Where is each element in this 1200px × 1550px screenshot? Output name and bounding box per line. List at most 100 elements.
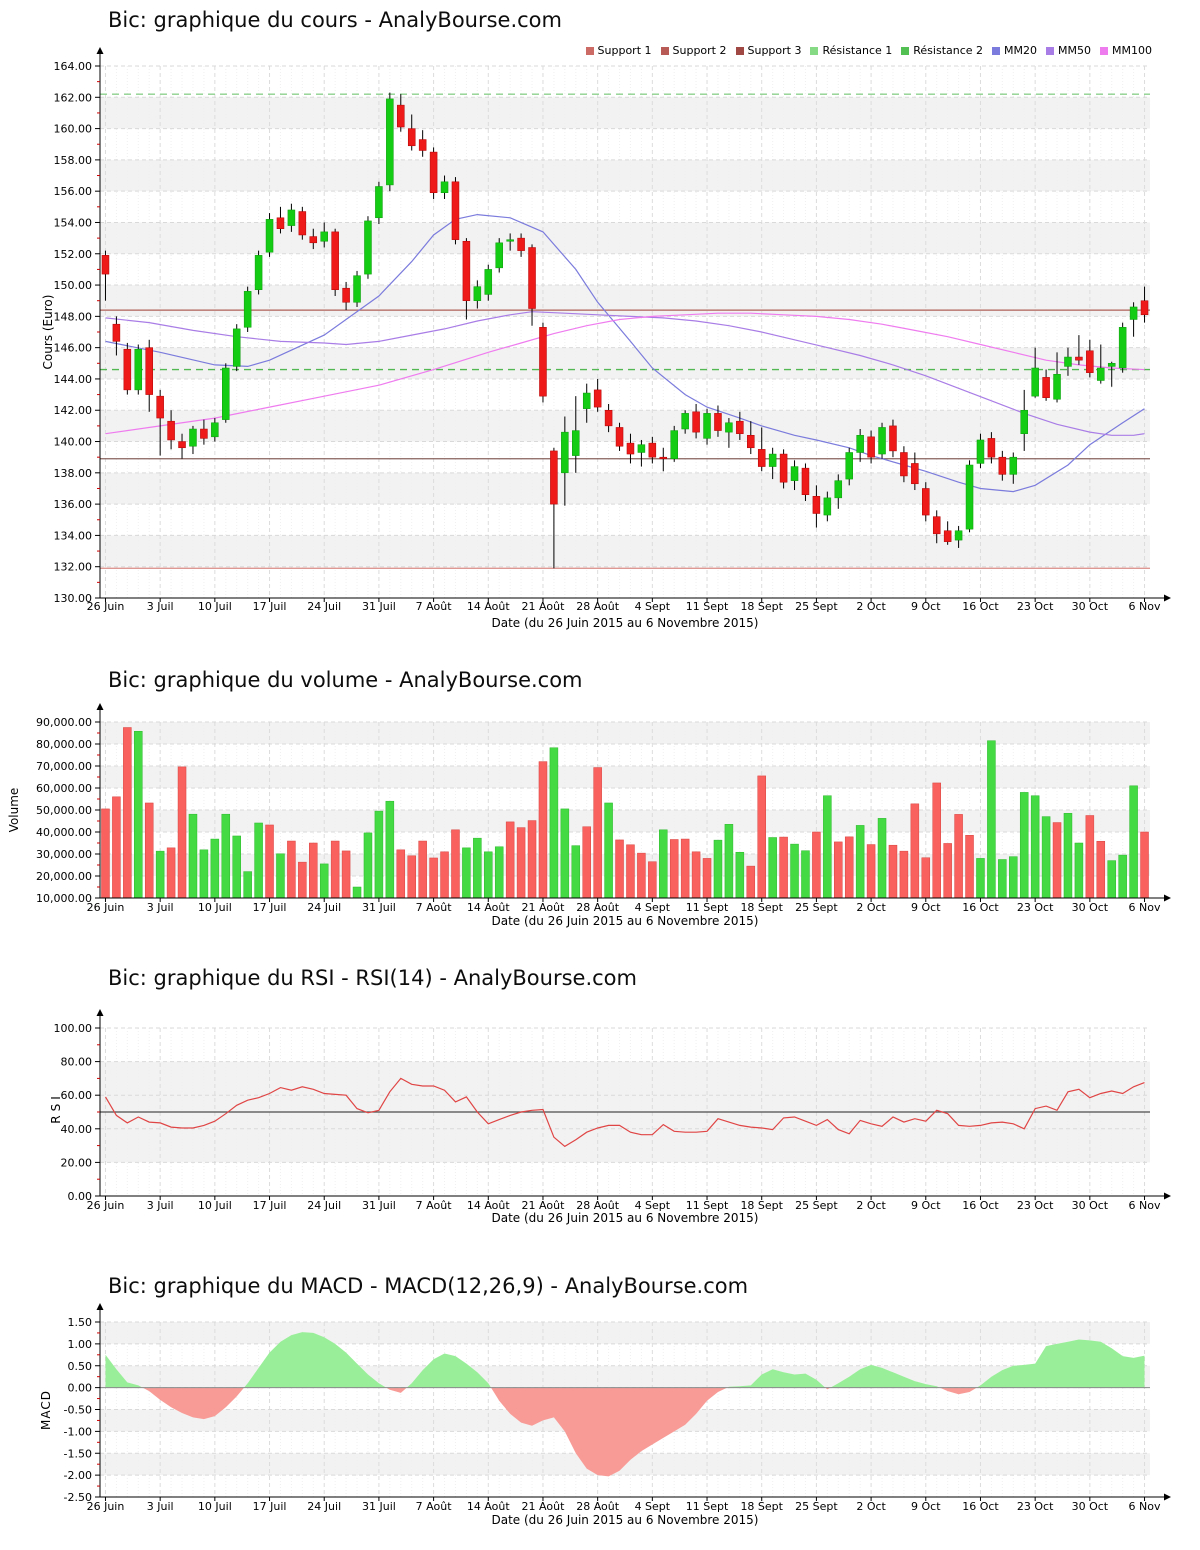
x-tick-label: 2 Oct [856,1500,886,1513]
legend-item: MM20 [992,44,1037,57]
x-tick-label: 11 Sept [686,1199,729,1212]
legend-item: Support 2 [660,44,727,57]
y-tick-label: 134.00 [54,529,93,542]
x-tick-label: 21 Août [522,901,566,914]
macd-y-ticks: -2.50 -2.00 -1.50 -1.00 -0.50 0.00 0.50 1.00 1.5… [64,1316,100,1504]
x-tick-label: 10 Juil [198,600,232,613]
x-tick-label: 24 Juil [307,600,341,613]
cours-axes [96,47,1171,602]
x-tick-label: 9 Oct [911,1199,941,1212]
y-tick-label: 40.00 [61,1123,93,1136]
x-tick-label: 25 Sept [795,1500,838,1513]
y-tick-label: 20,000.00 [36,870,92,883]
legend-swatch-icon [660,46,669,55]
volume-hgrid [100,721,1150,877]
x-tick-label: 18 Sept [740,600,783,613]
x-tick-label: 2 Oct [856,901,886,914]
x-tick-label: 23 Oct [1017,1500,1054,1513]
legend-item: Support 3 [735,44,801,57]
rsi-x-ticks: 26 Juin 3 Juil 10 Juil 17 Juil 24 Juil 31 Jui… [87,1196,1161,1212]
y-tick-label: 60.00 [61,1089,93,1102]
candles [101,92,1149,569]
x-tick-label: 26 Juin [87,1500,125,1513]
legend-item: MM100 [1100,44,1152,57]
x-tick-label: 17 Juil [253,1500,287,1513]
x-tick-label: 28 Août [576,901,620,914]
x-tick-label: 7 Août [416,1199,453,1212]
x-tick-label: 14 Août [467,1199,511,1212]
x-tick-label: 14 Août [467,901,511,914]
legend-swatch-icon [810,46,819,55]
x-tick-label: 16 Oct [962,600,999,613]
y-tick-label: 156.00 [54,185,93,198]
x-tick-label: 16 Oct [962,901,999,914]
x-tick-label: 25 Sept [795,1199,838,1212]
x-tick-label: 9 Oct [911,1500,941,1513]
x-tick-label: 23 Oct [1017,600,1054,613]
cours-legend: Support 1 Support 2 Support 3 Résistance 1 R… [585,44,1152,57]
x-tick-label: 31 Juil [362,1199,396,1212]
macd-x-ticks: 26 Juin 3 Juil 10 Juil 17 Juil 24 Juil 31 Jui… [87,1497,1161,1513]
y-tick-label: 148.00 [54,310,93,323]
x-tick-label: 23 Oct [1017,901,1054,914]
x-tick-label: 17 Juil [253,600,287,613]
x-tick-label: 6 Nov [1129,600,1161,613]
y-tick-label: 100.00 [54,1022,93,1035]
x-tick-label: 6 Nov [1129,901,1161,914]
y-tick-label: 146.00 [54,342,93,355]
x-tick-label: 2 Oct [856,600,886,613]
y-tick-label: 0.00 [68,1190,93,1203]
rsi-x-caption: Date (du 26 Juin 2015 au 6 Novembre 2015… [491,1211,759,1225]
x-tick-label: 11 Sept [686,1500,729,1513]
x-tick-label: 21 Août [522,1199,566,1212]
x-tick-label: 26 Juin [87,901,125,914]
x-tick-label: 4 Sept [635,1500,671,1513]
legend-label: Support 2 [672,44,727,57]
y-tick-label: 80,000.00 [36,738,92,751]
legend-label: Résistance 2 [913,44,984,57]
x-tick-label: 18 Sept [740,1199,783,1212]
ma-line-mm50 [105,311,1145,436]
x-tick-label: 4 Sept [635,1199,671,1212]
y-tick-label: 0.50 [68,1360,93,1373]
x-tick-label: 14 Août [467,1500,511,1513]
cours-vgrid [104,66,1146,598]
macd-axes [96,1303,1171,1501]
ma-line-mm100 [105,312,1145,435]
legend-swatch-icon [1100,46,1109,55]
y-tick-label: 130.00 [54,592,93,605]
x-tick-label: 30 Oct [1072,1500,1109,1513]
x-tick-label: 16 Oct [962,1199,999,1212]
legend-item: Support 1 [585,44,652,57]
x-tick-label: 3 Juil [147,1500,174,1513]
x-tick-label: 7 Août [416,901,453,914]
x-tick-label: 16 Oct [962,1500,999,1513]
volume-title: Bic: graphique du volume - AnalyBourse.c… [108,668,583,692]
legend-swatch-icon [992,46,1001,55]
cours-plot: 130.00 132.00 134.00 136.00 138.00 140.00 142.… [54,47,1171,613]
y-tick-label: 154.00 [54,216,93,229]
x-tick-label: 11 Sept [686,901,729,914]
x-tick-label: 31 Juil [362,600,396,613]
y-tick-label: 90,000.00 [36,716,92,729]
x-tick-label: 24 Juil [307,1500,341,1513]
rsi-plot: 0.00 20.00 40.00 60.00 80.00 100.00 26 Juin 3 J… [54,1009,1171,1212]
y-tick-label: -1.00 [64,1425,92,1438]
volume-bars [101,727,1149,899]
macd-plot: -2.50 -2.00 -1.50 -1.00 -0.50 0.00 0.50 1.00 1.5… [64,1303,1171,1513]
x-tick-label: 26 Juin [87,1199,125,1212]
y-tick-label: 164.00 [54,60,93,73]
legend-swatch-icon [585,46,594,55]
cours-x-ticks: 26 Juin 3 Juil 10 Juil 17 Juil 24 Juil 31 Jui… [87,598,1161,613]
y-tick-label: 136.00 [54,498,93,511]
moving-averages [105,213,1145,493]
cours-levels [100,93,1150,569]
legend-label: Résistance 1 [822,44,893,57]
y-tick-label: 160.00 [54,123,93,136]
x-tick-label: 28 Août [576,1199,620,1212]
y-tick-label: 158.00 [54,154,93,167]
ma-line-mm20 [105,213,1145,493]
x-tick-label: 9 Oct [911,600,941,613]
legend-item: Résistance 1 [810,44,892,57]
